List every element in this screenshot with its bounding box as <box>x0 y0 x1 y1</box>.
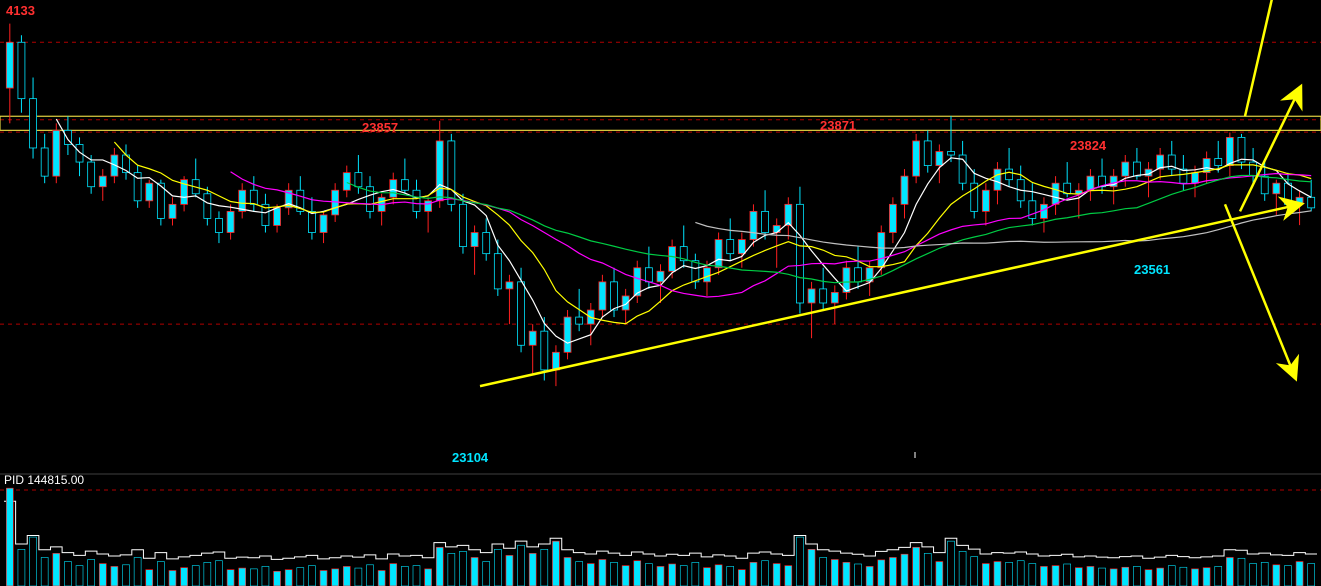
candlestick-chart: 4133 23857 23871 23824 23104 23561 PID 144815.… <box>0 0 1321 586</box>
price-label: 23824 <box>1070 138 1107 153</box>
price-label: 23561 <box>1134 262 1170 277</box>
price-label: 23104 <box>452 450 489 465</box>
price-label: 4133 <box>6 3 35 18</box>
price-label: 23857 <box>362 120 398 135</box>
price-label: 23871 <box>820 118 856 133</box>
volume-label: PID 144815.00 <box>4 473 84 487</box>
chart-container: 4133 23857 23871 23824 23104 23561 PID 144815.… <box>0 0 1321 586</box>
